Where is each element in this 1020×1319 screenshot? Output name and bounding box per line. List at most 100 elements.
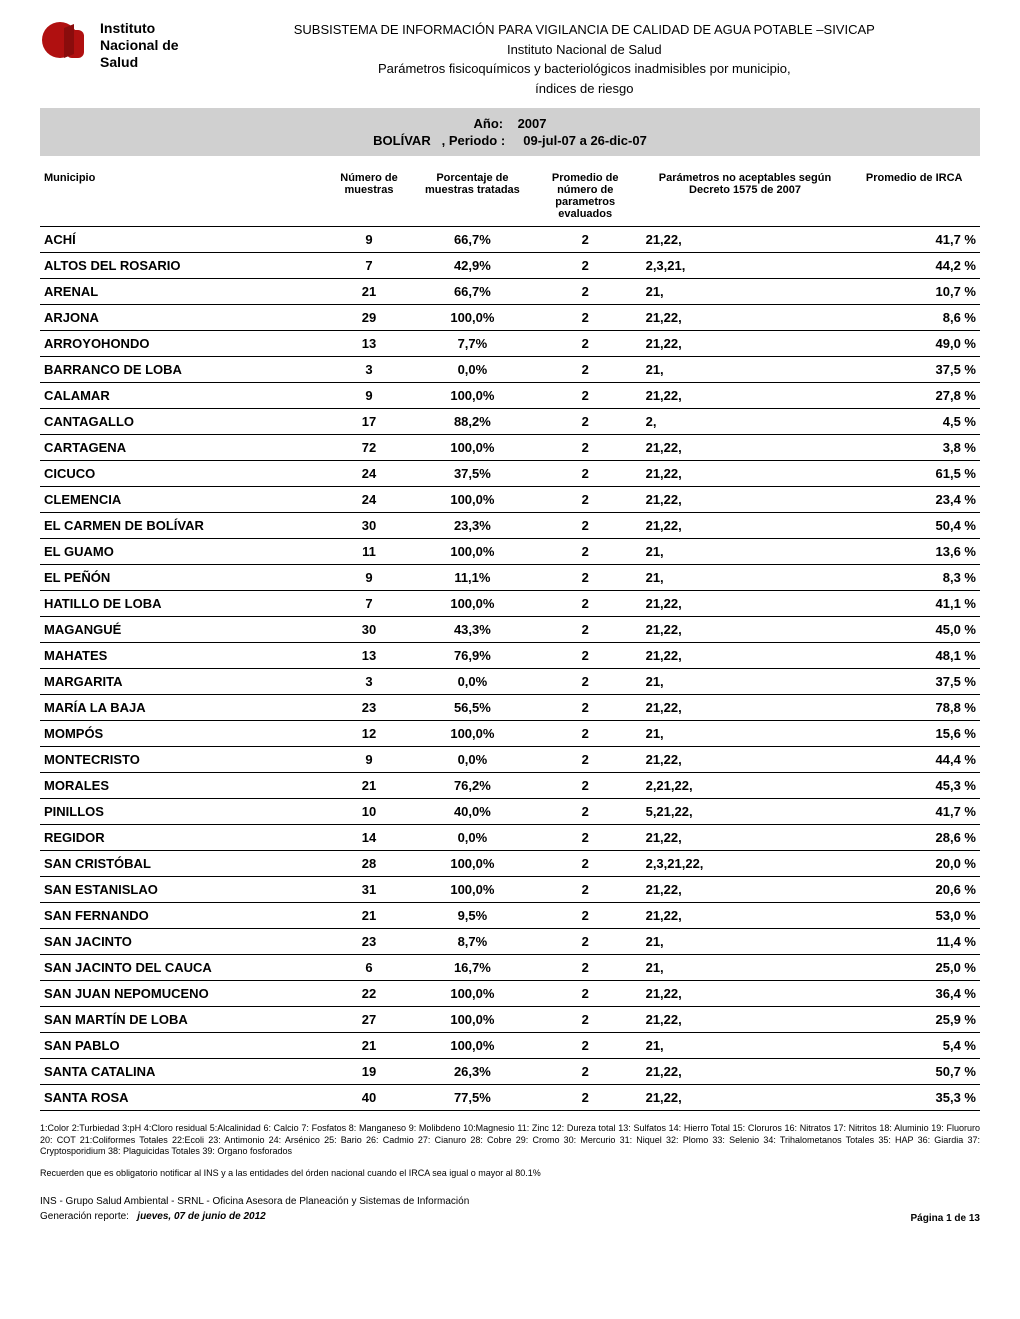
cell-municipio: SANTA CATALINA (40, 1059, 322, 1085)
cell-promedio: 2 (529, 877, 642, 903)
cell-municipio: SAN JUAN NEPOMUCENO (40, 981, 322, 1007)
cell-promedio: 2 (529, 695, 642, 721)
cell-municipio: MORALES (40, 773, 322, 799)
col-parametros: Parámetros no aceptables según Decreto 1… (642, 166, 849, 227)
title-block: SUBSISTEMA DE INFORMACIÓN PARA VIGILANCI… (189, 20, 980, 98)
cell-municipio: CARTAGENA (40, 435, 322, 461)
table-row: CLEMENCIA24100,0%221,22,23,4 % (40, 487, 980, 513)
table-body: ACHÍ966,7%221,22,41,7 %ALTOS DEL ROSARIO… (40, 227, 980, 1111)
cell-promedio: 2 (529, 929, 642, 955)
cell-promedio: 2 (529, 435, 642, 461)
cell-numero: 17 (322, 409, 416, 435)
cell-promedio: 2 (529, 643, 642, 669)
cell-porcentaje: 66,7% (416, 279, 529, 305)
cell-porcentaje: 16,7% (416, 955, 529, 981)
cell-municipio: SAN FERNANDO (40, 903, 322, 929)
table-row: MONTECRISTO90,0%221,22,44,4 % (40, 747, 980, 773)
cell-porcentaje: 23,3% (416, 513, 529, 539)
cell-numero: 6 (322, 955, 416, 981)
cell-parametros: 21, (642, 357, 849, 383)
cell-numero: 3 (322, 357, 416, 383)
cell-irca: 41,1 % (848, 591, 980, 617)
cell-irca: 37,5 % (848, 669, 980, 695)
cell-municipio: EL CARMEN DE BOLÍVAR (40, 513, 322, 539)
title-line4: índices de riesgo (189, 79, 980, 99)
cell-numero: 3 (322, 669, 416, 695)
cell-parametros: 2,3,21,22, (642, 851, 849, 877)
cell-municipio: SANTA ROSA (40, 1085, 322, 1111)
cell-irca: 8,3 % (848, 565, 980, 591)
cell-promedio: 2 (529, 773, 642, 799)
gen-label: Generación reporte: (40, 1211, 129, 1222)
cell-parametros: 2,3,21, (642, 253, 849, 279)
table-row: HATILLO DE LOBA7100,0%221,22,41,1 % (40, 591, 980, 617)
cell-numero: 24 (322, 487, 416, 513)
cell-parametros: 21,22, (642, 1059, 849, 1085)
cell-municipio: MAHATES (40, 643, 322, 669)
cell-porcentaje: 37,5% (416, 461, 529, 487)
cell-porcentaje: 100,0% (416, 305, 529, 331)
cell-numero: 21 (322, 1033, 416, 1059)
cell-numero: 9 (322, 227, 416, 253)
cell-porcentaje: 77,5% (416, 1085, 529, 1111)
cell-numero: 11 (322, 539, 416, 565)
cell-promedio: 2 (529, 253, 642, 279)
cell-numero: 12 (322, 721, 416, 747)
footer: INS - Grupo Salud Ambiental - SRNL - Ofi… (40, 1194, 980, 1224)
cell-porcentaje: 100,0% (416, 1007, 529, 1033)
cell-irca: 20,0 % (848, 851, 980, 877)
cell-porcentaje: 100,0% (416, 539, 529, 565)
cell-porcentaje: 100,0% (416, 721, 529, 747)
cell-municipio: ACHÍ (40, 227, 322, 253)
footnote-params: 1:Color 2:Turbiedad 3:pH 4:Cloro residua… (40, 1123, 980, 1158)
table-row: ARENAL2166,7%221,10,7 % (40, 279, 980, 305)
cell-parametros: 21,22, (642, 487, 849, 513)
inst-line3: Salud (100, 54, 179, 71)
cell-municipio: MARÍA LA BAJA (40, 695, 322, 721)
cell-irca: 50,7 % (848, 1059, 980, 1085)
table-row: CICUCO2437,5%221,22,61,5 % (40, 461, 980, 487)
cell-porcentaje: 0,0% (416, 825, 529, 851)
page-number: Página 1 de 13 (911, 1213, 980, 1224)
cell-irca: 78,8 % (848, 695, 980, 721)
title-line1: SUBSISTEMA DE INFORMACIÓN PARA VIGILANCI… (189, 20, 980, 40)
cell-numero: 21 (322, 903, 416, 929)
table-row: CANTAGALLO1788,2%22,4,5 % (40, 409, 980, 435)
cell-municipio: CICUCO (40, 461, 322, 487)
footer-line2: Generación reporte: jueves, 07 de junio … (40, 1209, 469, 1224)
cell-promedio: 2 (529, 591, 642, 617)
year-line: Año: 2007 (40, 116, 980, 131)
data-table: Municipio Número de muestras Porcentaje … (40, 166, 980, 1111)
cell-numero: 9 (322, 747, 416, 773)
cell-irca: 61,5 % (848, 461, 980, 487)
cell-numero: 7 (322, 253, 416, 279)
cell-municipio: PINILLOS (40, 799, 322, 825)
table-row: MAHATES1376,9%221,22,48,1 % (40, 643, 980, 669)
cell-municipio: EL GUAMO (40, 539, 322, 565)
cell-irca: 8,6 % (848, 305, 980, 331)
cell-irca: 49,0 % (848, 331, 980, 357)
cell-municipio: EL PEÑÓN (40, 565, 322, 591)
table-row: BARRANCO DE LOBA30,0%221,37,5 % (40, 357, 980, 383)
cell-numero: 21 (322, 773, 416, 799)
table-row: SANTA ROSA4077,5%221,22,35,3 % (40, 1085, 980, 1111)
cell-parametros: 21,22, (642, 435, 849, 461)
cell-porcentaje: 7,7% (416, 331, 529, 357)
table-row: MARGARITA30,0%221,37,5 % (40, 669, 980, 695)
cell-municipio: MARGARITA (40, 669, 322, 695)
table-row: MORALES2176,2%22,21,22,45,3 % (40, 773, 980, 799)
cell-municipio: ARJONA (40, 305, 322, 331)
cell-irca: 41,7 % (848, 799, 980, 825)
table-row: SAN FERNANDO219,5%221,22,53,0 % (40, 903, 980, 929)
cell-municipio: ARROYOHONDO (40, 331, 322, 357)
cell-porcentaje: 100,0% (416, 435, 529, 461)
title-line2: Instituto Nacional de Salud (189, 40, 980, 60)
cell-numero: 29 (322, 305, 416, 331)
cell-parametros: 21,22, (642, 877, 849, 903)
cell-parametros: 21, (642, 539, 849, 565)
cell-parametros: 21,22, (642, 383, 849, 409)
cell-parametros: 21, (642, 929, 849, 955)
title-line3: Parámetros fisicoquímicos y bacteriológi… (189, 59, 980, 79)
table-row: ALTOS DEL ROSARIO742,9%22,3,21,44,2 % (40, 253, 980, 279)
header: Instituto Nacional de Salud SUBSISTEMA D… (40, 20, 980, 98)
